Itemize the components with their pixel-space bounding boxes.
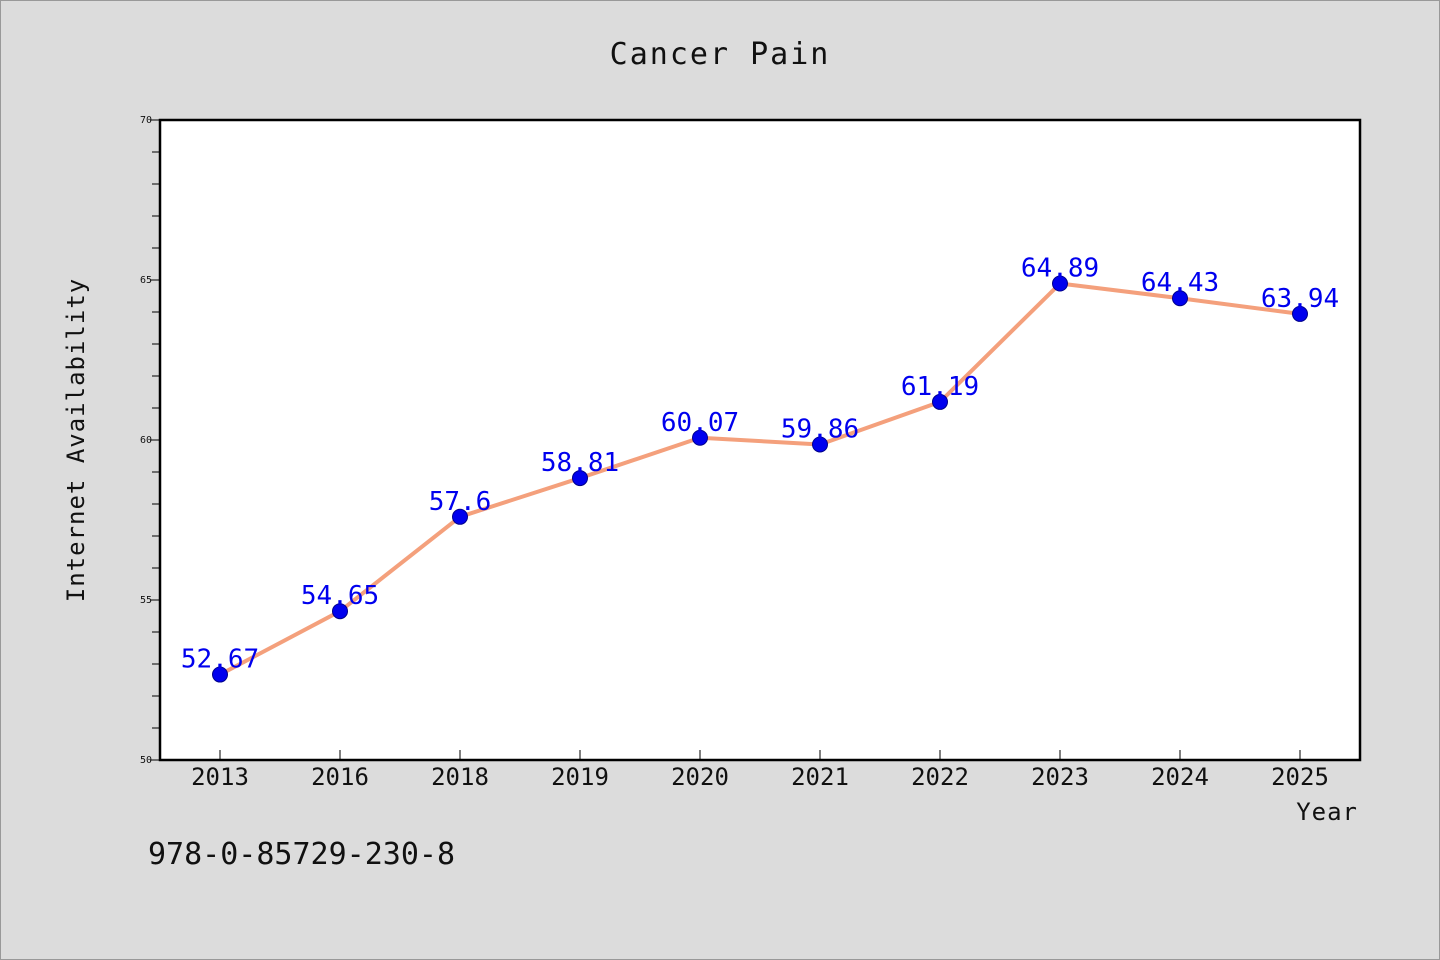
data-label: 64.89	[1021, 254, 1099, 284]
y-axis-label: Internet Availability	[62, 278, 90, 602]
data-point	[212, 666, 228, 683]
y-tick-label: 50	[140, 755, 152, 766]
x-tick-label: 2025	[1271, 763, 1329, 791]
data-label: 59.86	[781, 414, 859, 444]
data-point	[692, 429, 708, 446]
y-axis-ticks: 50 55 60 65 70	[140, 115, 159, 766]
x-tick-label: 2022	[911, 763, 969, 791]
x-axis-ticks: 2013 2016 2018 2019 2020 2021 2022 2023 2024 2025	[191, 750, 1329, 791]
data-label: 58.81	[541, 448, 619, 478]
data-point	[452, 508, 468, 525]
plot-frame	[158, 118, 1362, 762]
data-point	[332, 603, 348, 620]
data-labels: 52.67 54.65 57.6 58.81 60.07 59.86 61.19 64.89 6…	[181, 254, 1339, 675]
y-tick-label: 60	[140, 435, 152, 446]
data-label: 54.65	[301, 581, 379, 611]
data-point	[932, 393, 948, 410]
data-label: 63.94	[1261, 284, 1339, 314]
data-point	[1292, 305, 1308, 322]
data-point	[1052, 275, 1068, 292]
data-label: 57.6	[429, 487, 492, 517]
x-tick-label: 2013	[191, 763, 249, 791]
x-tick-label: 2024	[1151, 763, 1209, 791]
data-label: 61.19	[901, 372, 979, 402]
data-label: 60.07	[661, 408, 739, 438]
chart-title: Cancer Pain	[610, 37, 831, 72]
series-markers	[212, 275, 1308, 683]
data-point	[1172, 290, 1188, 307]
y-tick-label: 70	[140, 115, 152, 126]
y-tick-label: 55	[140, 595, 152, 606]
x-tick-label: 2018	[431, 763, 489, 791]
x-tick-label: 2020	[671, 763, 729, 791]
data-point	[812, 436, 828, 453]
x-axis-label: Year	[1296, 798, 1358, 826]
x-tick-label: 2019	[551, 763, 609, 791]
y-tick-label: 65	[140, 275, 152, 286]
x-tick-label: 2016	[311, 763, 369, 791]
data-label: 64.43	[1141, 268, 1219, 298]
series-line	[219, 281, 1301, 677]
x-tick-label: 2021	[791, 763, 849, 791]
data-point	[572, 470, 588, 487]
x-tick-label: 2023	[1031, 763, 1089, 791]
data-label: 52.67	[181, 645, 259, 675]
isbn-text: 978-0-85729-230-8	[148, 837, 455, 872]
